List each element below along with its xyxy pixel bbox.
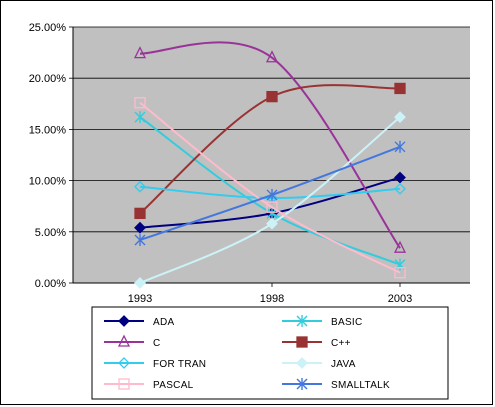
legend-label-java: JAVA [331,359,356,370]
y-tick-label: 5.00% [35,227,66,239]
legend-label-for-tran: FOR TRAN [153,359,206,370]
data-point-pascal [266,201,278,213]
legend [91,306,449,400]
data-point-smalltalk [266,188,278,201]
legend-marker-basic [296,315,308,327]
data-point-for-tran [394,182,406,195]
y-tick-label: 0.00% [35,278,66,290]
legend-label-ada: ADA [153,317,174,328]
data-point-ada [134,221,146,234]
legend-marker-java [296,357,308,369]
data-point-c [266,90,278,103]
legend-marker-ada [118,315,130,327]
y-tick-label: 10.00% [29,176,67,188]
legend-marker-c [296,336,308,348]
data-point-smalltalk [394,140,406,153]
legend-label-pascal: PASCAL [153,380,194,391]
legend-label-c: C++ [331,338,351,349]
data-point-c [393,240,407,253]
series-line-pascal [139,101,401,274]
legend-label-smalltalk: SMALLTALK [331,380,390,391]
data-point-java [266,217,278,230]
data-point-pascal [394,267,406,279]
legend-label-c: C [153,338,161,349]
data-point-ada [394,171,406,184]
data-point-pascal [134,97,146,109]
y-tick-label: 25.00% [29,22,67,34]
data-point-java [394,111,406,124]
legend-label-basic: BASIC [331,317,363,328]
x-tick-label: 1998 [260,293,284,305]
legend-marker-pascal [118,378,130,390]
legend-marker-for-tran [118,357,130,369]
data-point-java [134,277,146,289]
data-point-c [133,46,147,59]
x-tick-label: 2003 [388,293,412,305]
y-tick-label: 20.00% [29,73,67,85]
plot-area [73,27,470,283]
data-point-c [265,50,279,63]
data-point-c [394,82,406,95]
data-point-smalltalk [134,233,146,246]
legend-marker-smalltalk [296,378,308,390]
legend-marker-c [117,334,131,347]
y-tick-label: 15.00% [29,124,67,136]
data-point-for-tran [134,180,146,193]
data-point-basic [134,111,146,124]
x-tick-label: 1993 [128,293,152,305]
data-point-c [134,207,146,220]
